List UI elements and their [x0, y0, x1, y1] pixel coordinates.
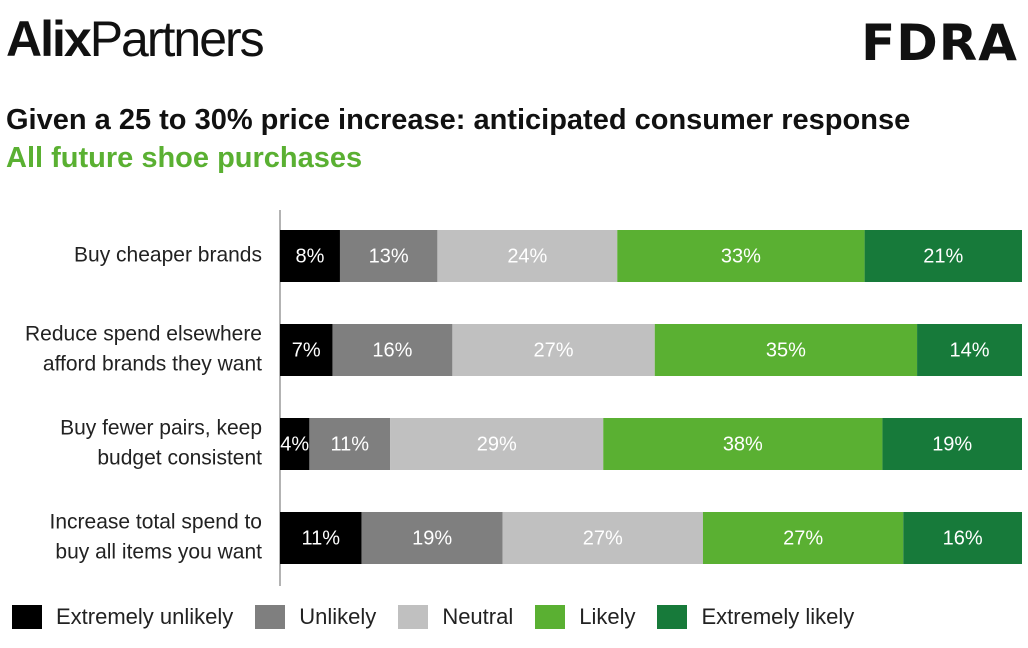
data-label: 7% [292, 339, 321, 361]
data-label: 29% [477, 433, 517, 455]
data-label: 38% [723, 433, 763, 455]
data-label: 16% [943, 527, 983, 549]
bar-segment [280, 512, 362, 564]
data-label: 24% [507, 245, 547, 267]
legend-swatch [535, 605, 566, 629]
data-label: 16% [372, 339, 412, 361]
category-label: Increase total spend to [50, 511, 262, 534]
legend-swatch [398, 605, 429, 629]
category-label: Buy fewer pairs, keep [60, 417, 262, 440]
alixpartners-logo: AlixPartners [6, 11, 265, 67]
legend-label: Unlikely [299, 604, 377, 629]
chart-legend: Extremely unlikely Unlikely Neutral Likely E… [12, 604, 876, 630]
legend-item: Neutral [398, 604, 513, 630]
bar-segment [702, 512, 904, 564]
chart-title: Given a 25 to 30% price increase: antici… [6, 104, 911, 136]
legend-label: Extremely likely [701, 604, 855, 629]
bar-segment [332, 324, 453, 376]
bar-segment [390, 418, 604, 470]
bar-segment [917, 324, 1022, 376]
legend-swatch [657, 605, 688, 629]
data-label: 27% [534, 339, 574, 361]
legend-swatch [255, 605, 286, 629]
data-label: 11% [302, 527, 341, 549]
data-label: 21% [923, 245, 963, 267]
category-label: buy all items you want [55, 541, 262, 564]
bar-segment [280, 418, 310, 470]
data-label: 27% [583, 527, 623, 549]
bar-segment [864, 230, 1022, 282]
chart-subtitle: All future shoe purchases [6, 142, 363, 174]
data-label: 19% [412, 527, 452, 549]
data-label: 4% [280, 433, 309, 455]
bar-segment [437, 230, 618, 282]
category-label: afford brands they want [43, 353, 262, 376]
bar-segment [603, 418, 883, 470]
bar-segment [309, 418, 391, 470]
data-label: 14% [950, 339, 990, 361]
data-label: 27% [783, 527, 823, 549]
bar-segment [452, 324, 655, 376]
bar-segment [280, 230, 340, 282]
data-label: 8% [296, 245, 325, 267]
legend-item: Likely [535, 604, 635, 630]
bar-segment [502, 512, 703, 564]
stacked-bar-chart: Buy cheaper brands 8% 13% 24% 33% 21% Reduce s… [25, 210, 1022, 586]
legend-label: Neutral [442, 604, 514, 629]
data-label: 11% [331, 433, 370, 455]
logo-left-regular: Partners [89, 11, 265, 67]
legend-swatch [12, 605, 42, 629]
data-label: 33% [721, 245, 761, 267]
bar-segment [882, 418, 1022, 470]
bar-segment [617, 230, 865, 282]
category-label: budget consistent [97, 447, 262, 470]
logo-left-bold: Alix [6, 11, 92, 67]
bar-segment [339, 230, 438, 282]
bar-segment [903, 512, 1022, 564]
category-label: Buy cheaper brands [74, 244, 262, 267]
data-label: 13% [369, 245, 409, 267]
legend-item: Extremely unlikely [12, 604, 233, 630]
data-label: 35% [766, 339, 806, 361]
legend-label: Extremely unlikely [56, 604, 234, 629]
data-label: 19% [932, 433, 972, 455]
legend-item: Extremely likely [657, 604, 854, 630]
fdra-logo: FDRA [861, 14, 1018, 72]
bar-segment [361, 512, 503, 564]
legend-label: Likely [579, 604, 636, 629]
bar-segment [280, 324, 333, 376]
category-label: Reduce spend elsewhere [25, 323, 262, 346]
bar-segment [654, 324, 918, 376]
legend-item: Unlikely [255, 604, 376, 630]
